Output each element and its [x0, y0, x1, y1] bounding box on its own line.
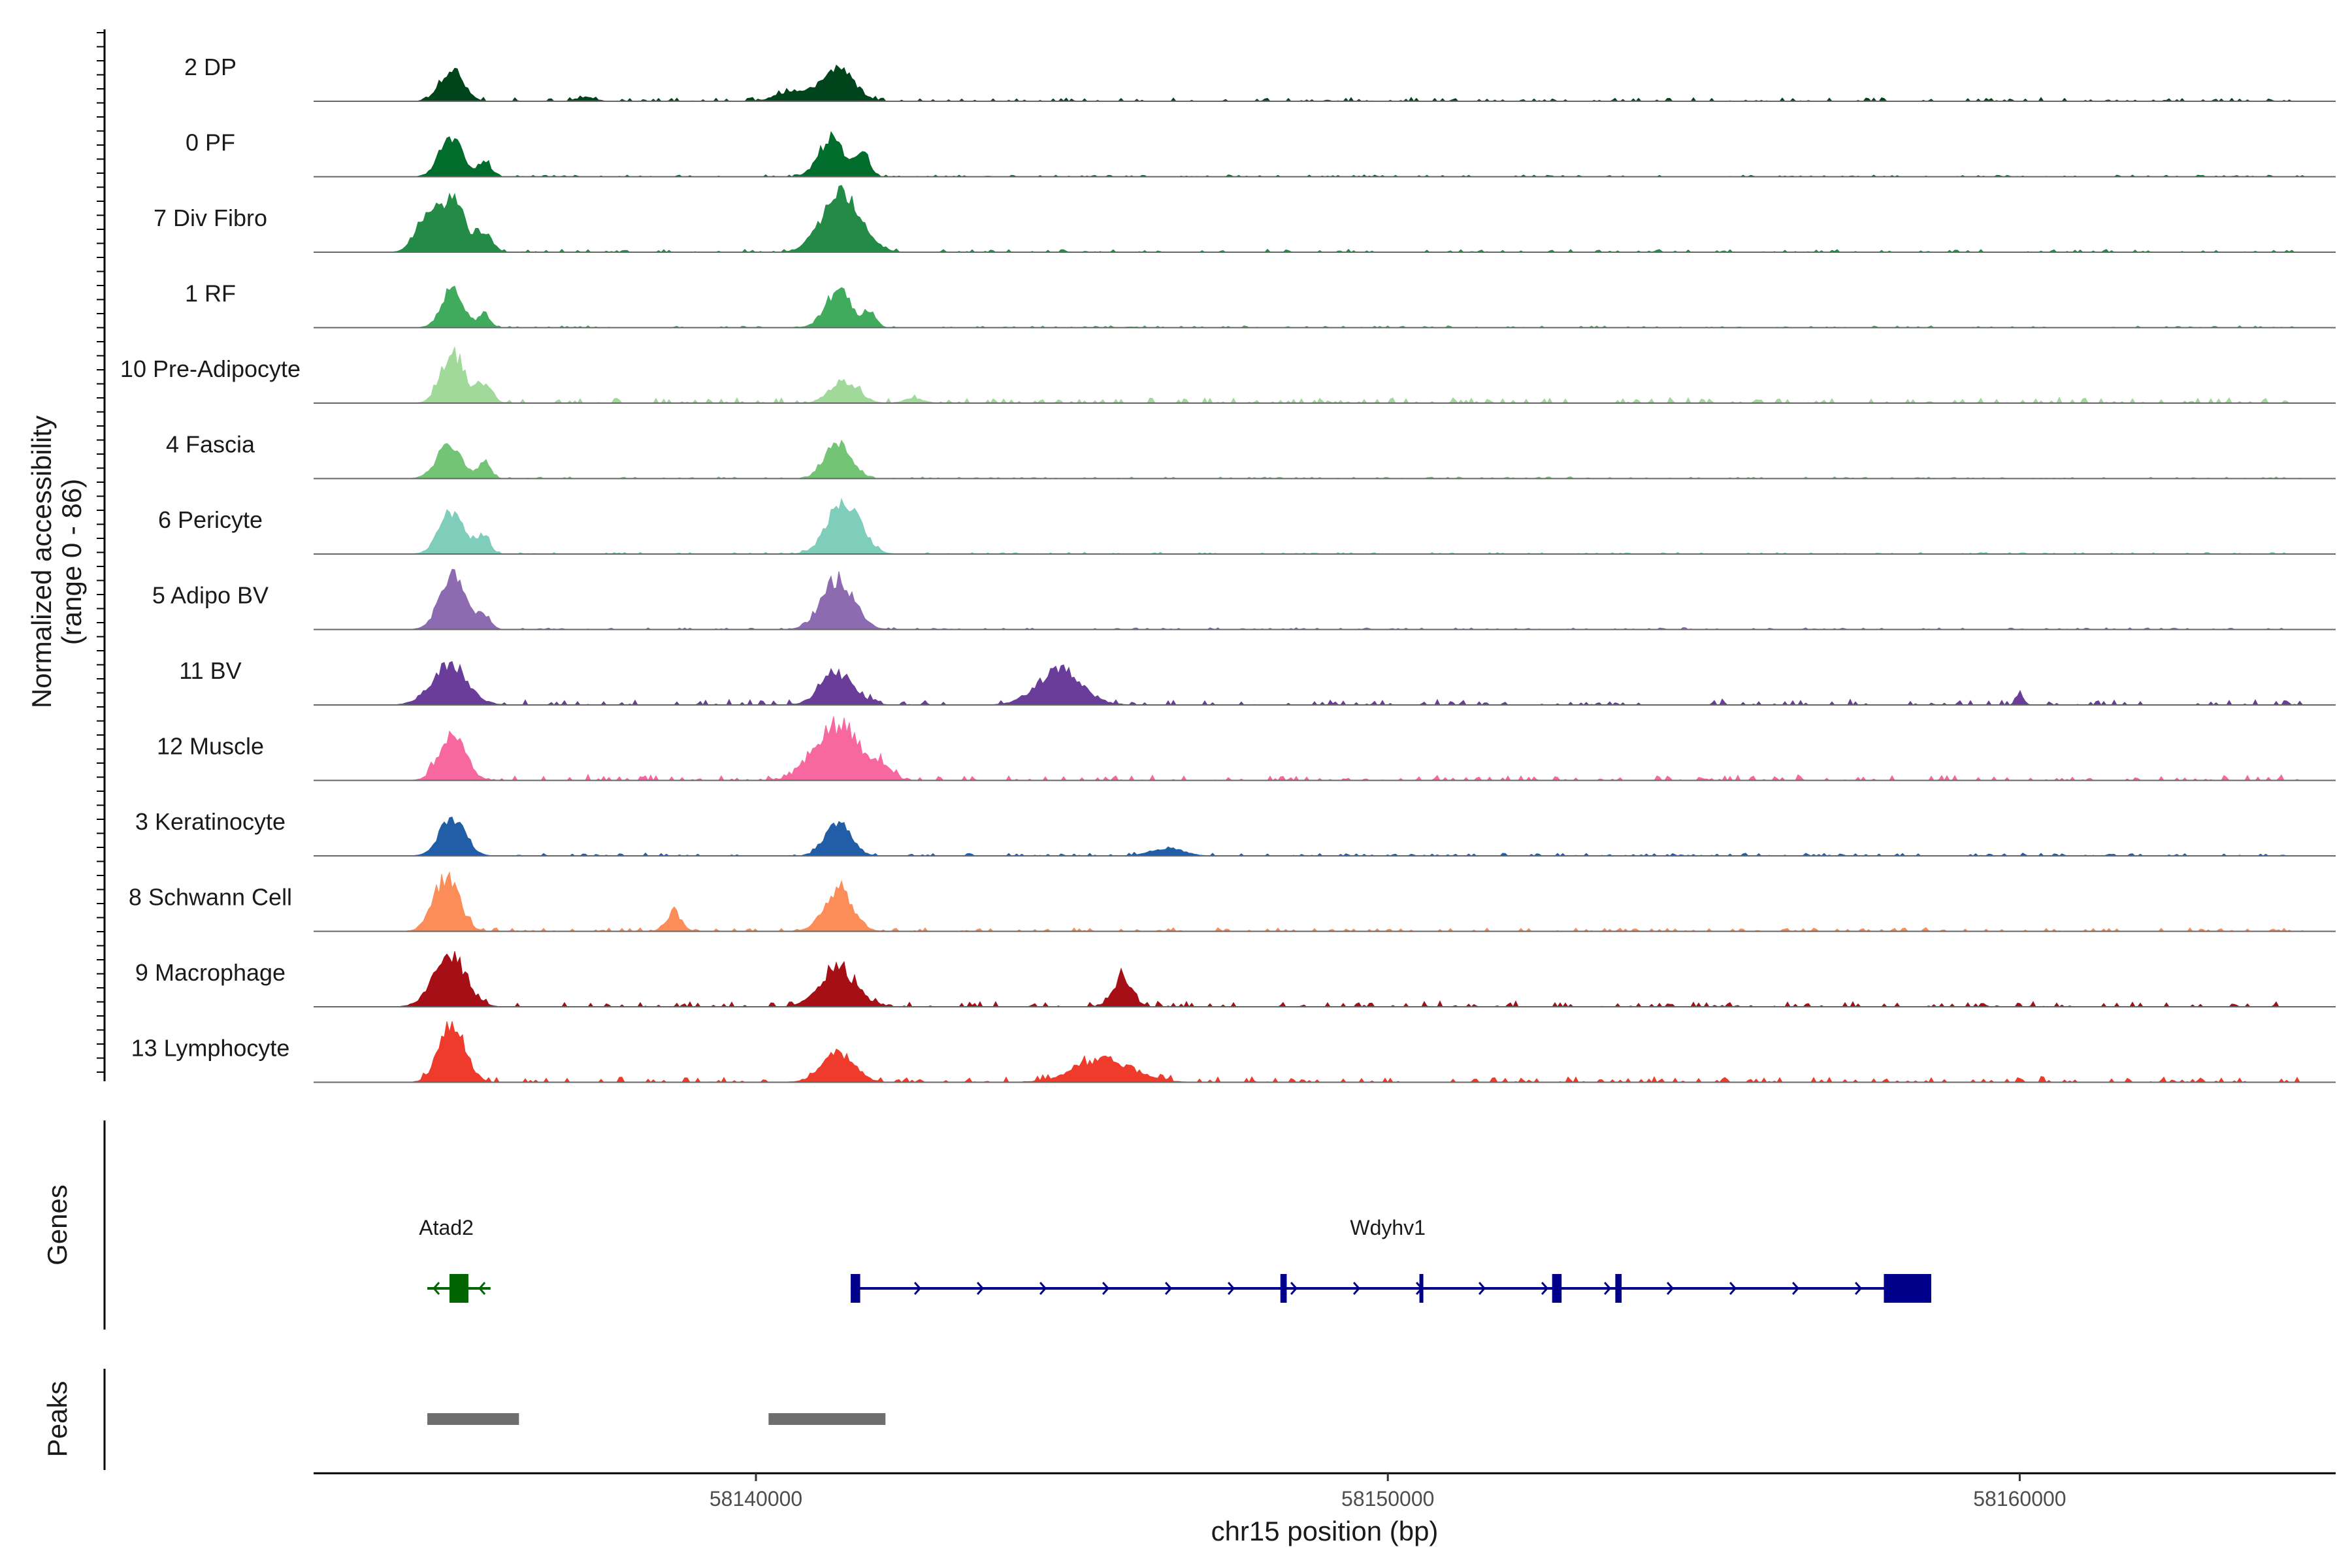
track-label: 13 Lymphocyte: [131, 1035, 290, 1062]
strand-arrow: [1227, 1282, 1235, 1295]
strand-arrow: [1478, 1282, 1486, 1295]
coverage-area: [314, 1021, 2336, 1083]
track-label: 5 Adipo BV: [152, 582, 269, 609]
strand-arrow: [1854, 1282, 1863, 1295]
track-label: 1 RF: [185, 280, 236, 307]
strand-arrow: [1039, 1282, 1047, 1295]
x-tick-label: 58160000: [1973, 1487, 2066, 1511]
track-4: 10 Pre-Adipocyte: [120, 346, 2336, 404]
axes: Normalized accessibility (range 0 - 86) …: [26, 29, 2336, 1546]
track-label: 9 Macrophage: [135, 959, 286, 986]
strand-arrow: [1541, 1282, 1549, 1295]
gene-Atad2: Atad2: [419, 1216, 491, 1303]
coverage-area: [314, 661, 2336, 706]
coverage-area: [314, 568, 2336, 630]
track-label: 0 PF: [186, 129, 235, 156]
peak-regions: [427, 1413, 886, 1425]
coverage-area: [314, 185, 2336, 253]
gene-exon: [1552, 1274, 1562, 1303]
track-label: 6 Pericyte: [158, 506, 263, 533]
strand-arrow: [433, 1282, 440, 1295]
track-label: 8 Schwann Cell: [129, 884, 292, 911]
track-label: 7 Div Fibro: [154, 204, 267, 231]
strand-arrow: [478, 1282, 486, 1295]
track-9: 12 Muscle: [157, 716, 2336, 781]
track-label: 11 BV: [179, 657, 241, 684]
peaks-panel-title: Peaks: [42, 1381, 73, 1458]
gene-label: Wdyhv1: [1350, 1216, 1426, 1239]
track-label: 10 Pre-Adipocyte: [120, 355, 301, 382]
track-label: 2 DP: [184, 54, 237, 80]
gene-annotations: Atad2 Wdyhv1: [419, 1216, 1931, 1303]
gene-Wdyhv1: Wdyhv1: [851, 1216, 1931, 1303]
track-12: 9 Macrophage: [135, 951, 2336, 1008]
gene-exon: [1280, 1274, 1287, 1303]
coverage-tracks: 2 DP 0 PF 7 Div Fibro 1 RF 10 Pre-Adipocyte 4…: [120, 54, 2336, 1083]
gene-label: Atad2: [419, 1216, 474, 1239]
track-5: 4 Fascia: [166, 431, 2336, 480]
strand-arrow: [1352, 1282, 1361, 1295]
peak-region: [427, 1413, 519, 1425]
strand-arrow: [976, 1282, 985, 1295]
x-axis-title: chr15 position (bp): [1211, 1516, 1439, 1546]
x-tick-label: 58140000: [710, 1487, 802, 1511]
track-label: 12 Muscle: [157, 733, 264, 760]
strand-arrow: [1666, 1282, 1674, 1295]
coverage-area: [314, 816, 2336, 857]
peak-region: [768, 1413, 886, 1425]
coverage-area: [314, 346, 2336, 404]
coverage-area: [314, 439, 2336, 480]
track-10: 3 Keratinocyte: [135, 808, 2336, 857]
track-8: 11 BV: [179, 657, 2336, 706]
strand-arrow: [913, 1282, 922, 1295]
track-1: 0 PF: [186, 129, 2336, 178]
track-6: 6 Pericyte: [158, 498, 2336, 555]
coverage-area: [314, 64, 2336, 102]
gene-exon: [1615, 1274, 1622, 1303]
track-label: 3 Keratinocyte: [135, 808, 286, 835]
strand-arrow: [1164, 1282, 1173, 1295]
y-axis-title-line1: Normalized accessibility: [26, 416, 57, 708]
coverage-area: [314, 716, 2336, 781]
gene-exon: [449, 1274, 468, 1303]
strand-arrow: [1290, 1282, 1298, 1295]
genes-panel-title: Genes: [42, 1184, 73, 1266]
track-13: 13 Lymphocyte: [131, 1021, 2336, 1083]
strand-arrow: [1603, 1282, 1612, 1295]
coverage-area: [314, 131, 2336, 178]
track-2: 7 Div Fibro: [154, 185, 2336, 253]
track-3: 1 RF: [185, 280, 2336, 329]
x-tick-label: 58150000: [1341, 1487, 1434, 1511]
strand-arrow: [1791, 1282, 1800, 1295]
y-axis-title-line2: (range 0 - 86): [56, 479, 87, 645]
gene-exon: [1884, 1274, 1931, 1303]
track-label: 4 Fascia: [166, 431, 255, 458]
strand-arrow: [1729, 1282, 1737, 1295]
coverage-area: [314, 871, 2336, 932]
gene-exon: [1419, 1274, 1424, 1303]
gene-exon: [851, 1274, 860, 1303]
strand-arrow: [1102, 1282, 1110, 1295]
coverage-area: [314, 286, 2336, 329]
coverage-area: [314, 951, 2336, 1008]
track-0: 2 DP: [184, 54, 2336, 102]
track-7: 5 Adipo BV: [152, 568, 2336, 630]
coverage-area: [314, 498, 2336, 555]
track-11: 8 Schwann Cell: [129, 871, 2336, 932]
